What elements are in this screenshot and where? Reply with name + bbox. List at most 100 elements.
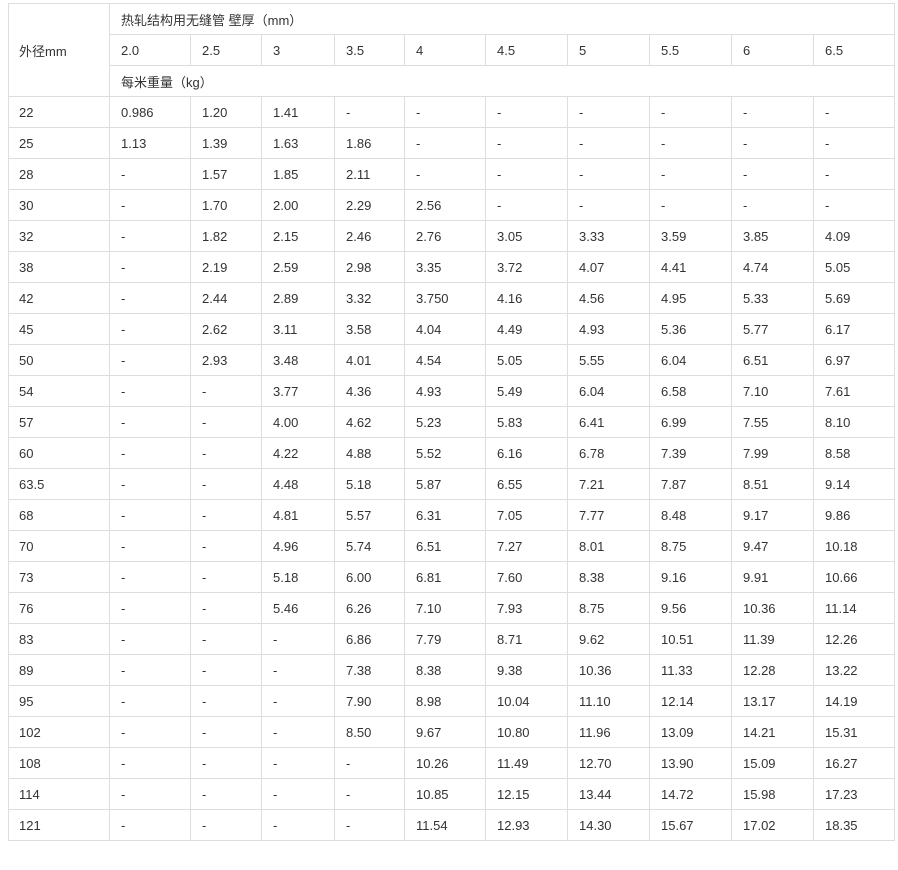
- weight-cell: -: [190, 437, 262, 469]
- table-row: 121- - - -11.54 12.93 14.30 15.67 17.02 18.35: [8, 809, 895, 841]
- weight-cell: 9.56: [649, 592, 732, 624]
- outer-diameter-cell: 102: [8, 716, 110, 748]
- weight-cell: 7.38: [334, 654, 405, 686]
- table-row: 45-2.62 3.11 3.58 4.04 4.49 4.93 5.36 5.77 6.17: [8, 313, 895, 345]
- weight-cell: -: [190, 809, 262, 841]
- weight-cell: 2.15: [261, 220, 335, 252]
- weight-cell: 4.88: [334, 437, 405, 469]
- weight-cell: 2.89: [261, 282, 335, 314]
- weight-cell: 13.90: [649, 747, 732, 779]
- weight-cell: 15.67: [649, 809, 732, 841]
- weight-cell: -: [485, 158, 568, 190]
- thickness-header: 6.5: [813, 34, 895, 66]
- outer-diameter-cell: 22: [8, 96, 110, 128]
- weight-cell: 4.93: [404, 375, 486, 407]
- outer-diameter-cell: 70: [8, 530, 110, 562]
- weight-cell: 1.20: [190, 96, 262, 128]
- weight-cell: 12.26: [813, 623, 895, 655]
- weight-cell: 6.31: [404, 499, 486, 531]
- weight-cell: 3.58: [334, 313, 405, 345]
- outer-diameter-cell: 114: [8, 778, 110, 810]
- weight-cell: -: [649, 127, 732, 159]
- weight-cell: -: [109, 809, 191, 841]
- weight-cell: -: [190, 716, 262, 748]
- weight-cell: 12.93: [485, 809, 568, 841]
- weight-cell: 10.36: [567, 654, 650, 686]
- weight-cell: 5.69: [813, 282, 895, 314]
- weight-cell: 6.58: [649, 375, 732, 407]
- weight-cell: -: [109, 313, 191, 345]
- weight-cell: 2.98: [334, 251, 405, 283]
- weight-cell: 4.22: [261, 437, 335, 469]
- weight-cell: 10.80: [485, 716, 568, 748]
- outer-diameter-cell: 25: [8, 127, 110, 159]
- weight-cell: -: [334, 778, 405, 810]
- weight-cell: -: [731, 158, 814, 190]
- weight-cell: -: [190, 561, 262, 593]
- table-row: 73- -5.18 6.00 6.81 7.60 8.38 9.16 9.91 10.66: [8, 561, 895, 593]
- outer-diameter-cell: 95: [8, 685, 110, 717]
- weight-cell: 5.05: [485, 344, 568, 376]
- weight-cell: 13.44: [567, 778, 650, 810]
- weight-cell: -: [485, 96, 568, 128]
- weight-cell: 8.10: [813, 406, 895, 438]
- weight-cell: 9.62: [567, 623, 650, 655]
- weight-cell: 11.49: [485, 747, 568, 779]
- weight-cell: 7.55: [731, 406, 814, 438]
- weight-cell: -: [109, 685, 191, 717]
- weight-cell: 2.44: [190, 282, 262, 314]
- weight-cell: 9.86: [813, 499, 895, 531]
- weight-cell: -: [109, 189, 191, 221]
- weight-cell: -: [404, 96, 486, 128]
- weight-cell: 10.36: [731, 592, 814, 624]
- weight-cell: 11.14: [813, 592, 895, 624]
- weight-cell: 4.96: [261, 530, 335, 562]
- weight-cell: 16.27: [813, 747, 895, 779]
- weight-cell: 3.33: [567, 220, 650, 252]
- weight-cell: 6.55: [485, 468, 568, 500]
- weight-cell: -: [261, 685, 335, 717]
- weight-cell: 5.77: [731, 313, 814, 345]
- weight-cell: 8.58: [813, 437, 895, 469]
- weight-cell: -: [190, 654, 262, 686]
- weight-cell: -: [334, 747, 405, 779]
- outer-diameter-cell: 89: [8, 654, 110, 686]
- weight-cell: 2.59: [261, 251, 335, 283]
- weight-cell: 3.11: [261, 313, 335, 345]
- table-row: 57- -4.00 4.62 5.23 5.83 6.41 6.99 7.55 8.10: [8, 406, 895, 438]
- outer-diameter-cell: 30: [8, 189, 110, 221]
- weight-cell: 11.10: [567, 685, 650, 717]
- weight-cell: 10.51: [649, 623, 732, 655]
- table-row: 95- - -7.90 8.98 10.04 11.10 12.14 13.17 14.19: [8, 685, 895, 717]
- weight-cell: 4.62: [334, 406, 405, 438]
- outer-diameter-cell: 45: [8, 313, 110, 345]
- weight-cell: 7.77: [567, 499, 650, 531]
- weight-cell: -: [109, 530, 191, 562]
- weight-cell: -: [261, 809, 335, 841]
- weight-cell: -: [109, 158, 191, 190]
- outer-diameter-cell: 60: [8, 437, 110, 469]
- weight-cell: 15.98: [731, 778, 814, 810]
- thickness-header: 3.5: [334, 34, 405, 66]
- weight-cell: 4.36: [334, 375, 405, 407]
- weight-cell: -: [334, 96, 405, 128]
- weight-cell: 4.00: [261, 406, 335, 438]
- table-row: 83- - -6.86 7.79 8.71 9.62 10.51 11.39 12.26: [8, 623, 895, 655]
- outer-diameter-cell: 73: [8, 561, 110, 593]
- weight-cell: -: [190, 499, 262, 531]
- weight-cell: 17.23: [813, 778, 895, 810]
- weight-cell: 6.17: [813, 313, 895, 345]
- weight-cell: -: [261, 716, 335, 748]
- weight-cell: -: [109, 747, 191, 779]
- weight-cell: 2.19: [190, 251, 262, 283]
- weight-cell: -: [404, 158, 486, 190]
- weight-cell: 3.72: [485, 251, 568, 283]
- table-row: 60- -4.22 4.88 5.52 6.16 6.78 7.39 7.99 8.58: [8, 437, 895, 469]
- weight-cell: 4.04: [404, 313, 486, 345]
- weight-cell: 14.19: [813, 685, 895, 717]
- weight-cell: 5.05: [813, 251, 895, 283]
- thickness-header: 5: [567, 34, 650, 66]
- table-row: 102- - -8.50 9.67 10.80 11.96 13.09 14.21 15.31: [8, 716, 895, 748]
- weight-cell: -: [190, 778, 262, 810]
- weight-cell: 8.48: [649, 499, 732, 531]
